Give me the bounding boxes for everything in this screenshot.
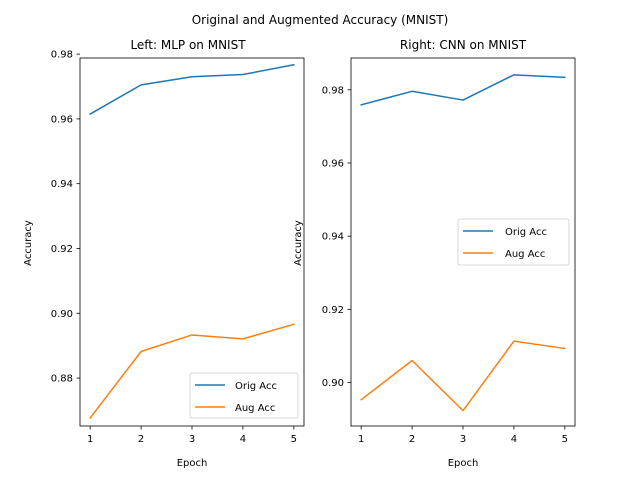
right-series bbox=[360, 74, 566, 412]
right-x-tick-label: 3 bbox=[460, 434, 466, 445]
left-ticks: 1 2 3 4 5 0.88 0.90 0.92 0.94 0.96 0.98 bbox=[51, 50, 297, 445]
right-x-tick-label: 1 bbox=[358, 434, 364, 445]
right-y-tick-label: 0.98 bbox=[322, 85, 344, 96]
left-subplot-title: Left: MLP on MNIST bbox=[130, 38, 246, 52]
left-legend-label-aug: Aug Acc bbox=[235, 403, 275, 414]
right-legend-label-aug: Aug Acc bbox=[505, 249, 545, 260]
right-y-axis-label: Accuracy bbox=[293, 220, 304, 266]
right-y-tick-label: 0.94 bbox=[322, 232, 344, 243]
left-legend-label-orig: Orig Acc bbox=[235, 381, 277, 392]
right-legend: Orig Acc Aug Acc bbox=[457, 218, 570, 266]
right-x-tick-label: 4 bbox=[511, 434, 517, 445]
right-y-tick-label: 0.96 bbox=[322, 158, 344, 169]
left-y-tick-label: 0.98 bbox=[51, 50, 73, 61]
right-x-tick-label: 2 bbox=[409, 434, 415, 445]
left-y-tick-label: 0.92 bbox=[51, 244, 73, 255]
left-y-tick-label: 0.90 bbox=[51, 309, 73, 320]
left-series bbox=[89, 63, 295, 419]
right-legend-label-orig: Orig Acc bbox=[505, 227, 547, 238]
left-legend: Orig Acc Aug Acc bbox=[189, 372, 299, 419]
right-x-tick-label: 5 bbox=[562, 434, 568, 445]
right-ticks: 1 2 3 4 5 0.90 0.92 0.94 0.96 0.98 bbox=[322, 85, 568, 445]
right-y-tick-label: 0.92 bbox=[322, 305, 344, 316]
left-subplot: Left: MLP on MNIST Epoch Accuracy 1 2 3 4 5 0… bbox=[23, 38, 305, 469]
left-x-tick-label: 3 bbox=[189, 434, 195, 445]
right-y-tick-label: 0.90 bbox=[322, 378, 344, 389]
figure-suptitle: Original and Augmented Accuracy (MNIST) bbox=[192, 13, 449, 27]
left-x-tick-label: 1 bbox=[87, 434, 93, 445]
left-y-axis-label: Accuracy bbox=[23, 220, 34, 266]
left-x-tick-label: 2 bbox=[138, 434, 144, 445]
right-series-line-orig-acc bbox=[360, 74, 566, 106]
right-plot-frame bbox=[350, 57, 576, 427]
right-series-line-aug-acc bbox=[360, 340, 566, 412]
left-x-axis-label: Epoch bbox=[177, 458, 208, 469]
right-subplot: Right: CNN on MNIST Epoch Accuracy 1 2 3 4 5… bbox=[293, 38, 576, 469]
left-series-line-aug-acc bbox=[89, 323, 295, 419]
left-y-tick-label: 0.88 bbox=[51, 374, 73, 385]
left-x-tick-label: 4 bbox=[240, 434, 246, 445]
left-x-tick-label: 5 bbox=[291, 434, 297, 445]
right-subplot-title: Right: CNN on MNIST bbox=[400, 38, 527, 52]
left-series-line-orig-acc bbox=[89, 63, 295, 116]
left-y-tick-label: 0.96 bbox=[51, 114, 73, 125]
right-x-axis-label: Epoch bbox=[448, 458, 479, 469]
left-plot-frame bbox=[79, 57, 305, 427]
left-y-tick-label: 0.94 bbox=[51, 179, 73, 190]
